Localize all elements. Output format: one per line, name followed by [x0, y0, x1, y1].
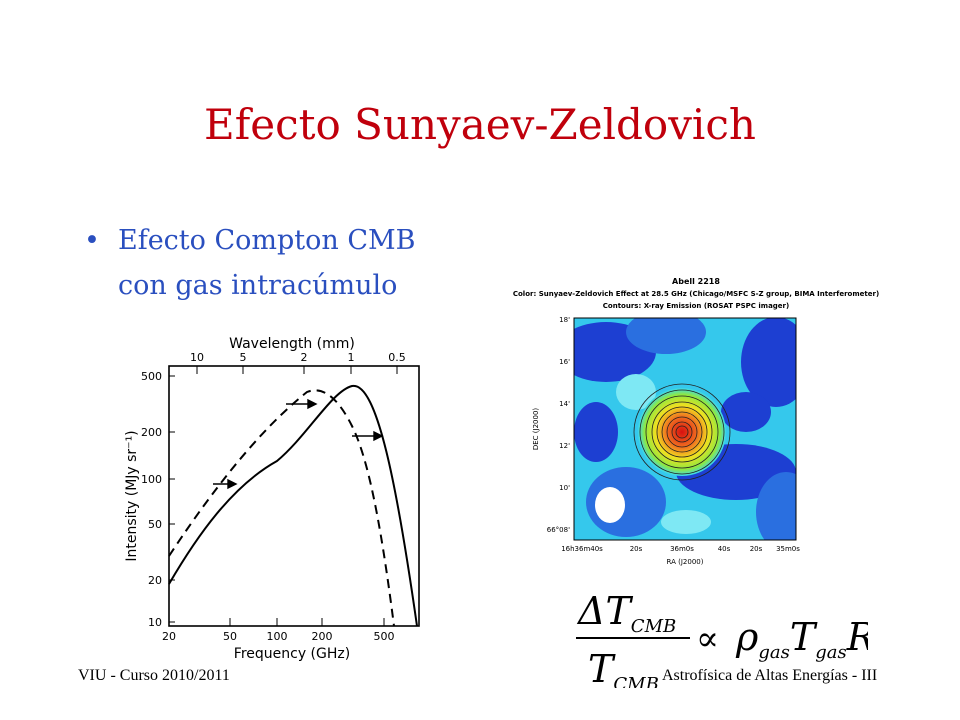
- map-x-tick: 40s: [718, 545, 731, 553]
- x-axis-label: Frequency (GHz): [234, 646, 350, 662]
- map-y-label: DEC (J2000): [532, 408, 540, 451]
- map-x-label: RA (J2000): [667, 558, 704, 566]
- x-tick: 200: [312, 630, 333, 643]
- bullet-item: • Efecto Compton CMB con gas intracúmulo: [84, 218, 416, 308]
- footer-subject: Astrofísica de Altas Energías - III: [662, 667, 878, 684]
- map-x-tick: 20s: [750, 545, 763, 553]
- y-axis-label: Intensity (MJy sr⁻¹): [124, 430, 140, 561]
- slide-title: Efecto Sunyaev-Zeldovich: [204, 100, 756, 149]
- top-tick: 1: [348, 351, 355, 364]
- distorted-spectrum-solid: [168, 384, 418, 627]
- map-x-tick: 35m0s: [776, 545, 800, 553]
- top-tick: 0.5: [388, 351, 406, 364]
- map-title-3: Contours: X-ray Emission (ROSAT PSPC ima…: [603, 302, 789, 310]
- eq-rhs: ρgasTgasR: [735, 615, 868, 663]
- sz-map-image: [574, 318, 796, 540]
- y-tick: 200: [141, 426, 162, 439]
- plot-frame: [168, 365, 420, 627]
- y-tick: 500: [141, 370, 162, 383]
- eq-proportional: ∝: [696, 619, 719, 659]
- spectrum-figure: Wavelength (mm) 10 5 2 1 0.5 20 50 100 2…: [124, 336, 420, 662]
- map-x-tick: 16h36m40s: [561, 545, 603, 553]
- map-title-1: Abell 2218: [672, 277, 720, 286]
- eq-denominator: TCMB: [588, 647, 659, 688]
- top-tick: 2: [301, 351, 308, 364]
- x-tick: 20: [162, 630, 176, 643]
- map-y-tick: 14': [559, 400, 570, 408]
- x-tick: 500: [374, 630, 395, 643]
- y-tick: 100: [141, 473, 162, 486]
- y-tick: 20: [148, 574, 162, 587]
- top-axis-label: Wavelength (mm): [229, 336, 355, 352]
- top-tick: 10: [190, 351, 204, 364]
- sz-map-figure: Abell 2218 Color: Sunyaev-Zeldovich Effe…: [513, 277, 879, 566]
- map-x-tick: 36m0s: [670, 545, 694, 553]
- y-tick: 10: [148, 616, 162, 629]
- map-y-tick: 12': [559, 442, 570, 450]
- map-y-tick: 16': [559, 358, 570, 366]
- beam-ellipse: [595, 487, 625, 523]
- y-tick: 50: [148, 518, 162, 531]
- x-tick: 100: [267, 630, 288, 643]
- footer-course: VIU - Curso 2010/2011: [78, 667, 230, 684]
- eq-numerator: ΔTCMB: [576, 589, 676, 637]
- map-y-tick: 10': [559, 484, 570, 492]
- sz-equation: ΔTCMB TCMB ∝ ρgasTgasR: [576, 589, 868, 688]
- x-tick: 50: [223, 630, 237, 643]
- cmb-spectrum-dashed: [168, 389, 395, 627]
- bullet-dot: •: [84, 225, 100, 256]
- map-title-2: Color: Sunyaev-Zeldovich Effect at 28.5 …: [513, 290, 879, 298]
- top-tick: 5: [240, 351, 247, 364]
- bullet-line-1: Efecto Compton CMB: [118, 225, 416, 256]
- map-y-tick: 18': [559, 316, 570, 324]
- bullet-line-2: con gas intracúmulo: [118, 270, 398, 301]
- map-y-tick: 66°08': [547, 526, 570, 534]
- map-x-tick: 20s: [630, 545, 643, 553]
